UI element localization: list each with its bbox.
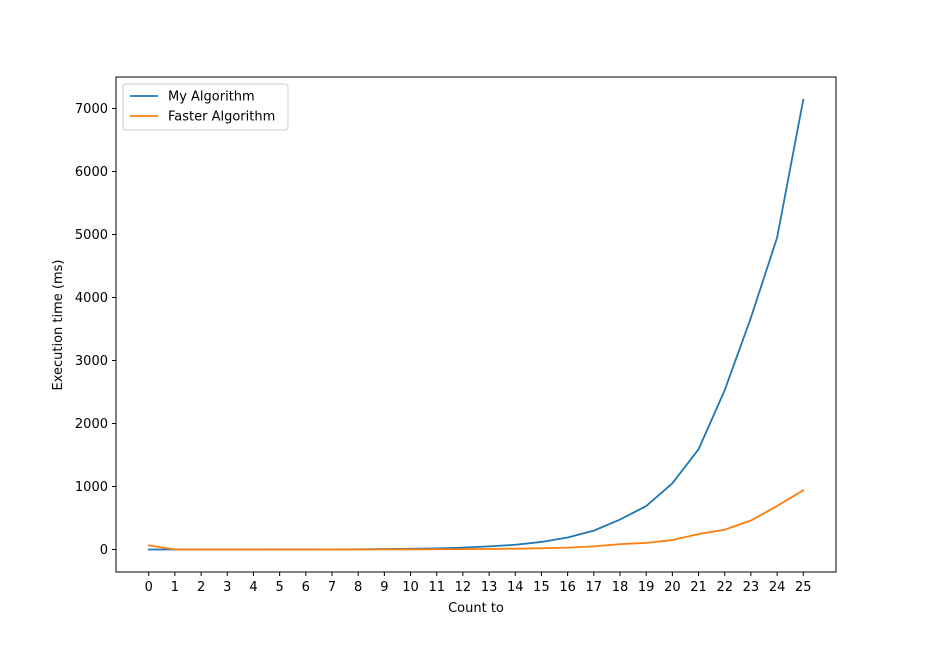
y-tick-label: 1000: [75, 480, 108, 495]
x-tick-label: 7: [328, 580, 336, 595]
x-tick-label: 12: [455, 580, 472, 595]
x-axis: 0 1 2 3 4 5 6 7 8 9 10 11 12 13 14 15 16 17 18 19 20 21 22 23 24…: [145, 572, 812, 595]
y-axis-label: Execution time (ms): [51, 259, 66, 390]
plot-area: [115, 76, 837, 573]
y-tick-label: 7000: [75, 102, 108, 117]
x-tick-label: 10: [402, 580, 419, 595]
x-tick-label: 22: [716, 580, 733, 595]
y-tick-label: 5000: [75, 228, 108, 243]
x-tick-label: 20: [664, 580, 681, 595]
legend: My Algorithm Faster Algorithm: [122, 83, 289, 131]
series-line-0: [147, 98, 805, 551]
y-tick-label: 4000: [75, 291, 108, 306]
x-tick-label: 11: [428, 580, 445, 595]
x-tick-label: 6: [302, 580, 310, 595]
x-tick-label: 9: [380, 580, 388, 595]
x-tick-label: 4: [249, 580, 257, 595]
y-tick-label: 0: [100, 543, 108, 558]
x-tick-label: 15: [533, 580, 550, 595]
x-tick-label: 5: [275, 580, 283, 595]
x-tick-label: 21: [690, 580, 707, 595]
x-axis-label: Count to: [448, 601, 504, 616]
x-tick-label: 18: [612, 580, 629, 595]
series-line-1: [147, 489, 805, 551]
x-tick-label: 0: [145, 580, 153, 595]
plot-frame: [115, 76, 837, 573]
x-tick-label: 8: [354, 580, 362, 595]
x-tick-label: 25: [795, 580, 812, 595]
x-tick-label: 16: [559, 580, 576, 595]
x-tick-label: 1: [171, 580, 179, 595]
legend-label-1: Faster Algorithm: [168, 110, 275, 125]
x-tick-label: 24: [769, 580, 786, 595]
x-tick-label: 13: [481, 580, 498, 595]
x-tick-label: 2: [197, 580, 205, 595]
y-tick-label: 6000: [75, 165, 108, 180]
y-tick-label: 3000: [75, 354, 108, 369]
x-tick-label: 14: [507, 580, 524, 595]
y-tick-label: 2000: [75, 417, 108, 432]
y-axis: 0 1000 2000 3000 4000 5000 6000 7000: [75, 102, 116, 558]
x-tick-label: 17: [586, 580, 603, 595]
x-tick-label: 23: [743, 580, 760, 595]
x-tick-label: 19: [638, 580, 655, 595]
legend-box: [122, 83, 289, 131]
x-tick-label: 3: [223, 580, 231, 595]
legend-label-0: My Algorithm: [168, 90, 255, 105]
